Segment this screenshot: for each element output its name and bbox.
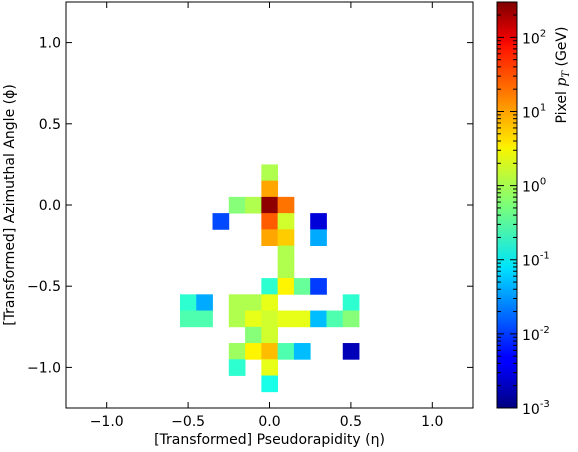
heatmap-cell <box>179 310 197 328</box>
heatmap-cell <box>245 310 262 328</box>
heatmap-cell <box>228 196 246 214</box>
heatmap-cell <box>179 294 197 311</box>
heatmap-cell <box>212 213 230 230</box>
heatmap-cell <box>261 326 279 344</box>
x-tick-label: −0.5 <box>171 414 205 430</box>
heatmap-cell <box>277 229 295 246</box>
heatmap-cell <box>342 294 360 311</box>
heatmap-cell <box>277 310 295 328</box>
y-tick-label: 0.5 <box>39 117 61 133</box>
heatmap-cell <box>342 310 360 328</box>
heatmap-cell <box>277 245 295 263</box>
heatmap-cell <box>261 229 279 246</box>
x-tick-label: −1.0 <box>90 414 124 430</box>
colorbar-tick-label: 10-3 <box>522 399 550 418</box>
x-tick-label: 1.0 <box>421 414 443 430</box>
y-axis: 1.0 0.5 0.0 −0.5 −1.0 <box>27 36 473 376</box>
heatmap-cell <box>228 310 246 328</box>
heatmap-cell <box>277 278 295 295</box>
heatmap-cell <box>261 359 279 376</box>
heatmap-cell <box>245 326 262 344</box>
heatmap-cell <box>261 164 279 182</box>
heatmap-cell <box>326 310 344 328</box>
colorbar-gradient <box>496 1 518 409</box>
heatmap-cell <box>228 359 246 376</box>
y-tick-label: 0.0 <box>39 198 61 214</box>
heatmap-cell <box>342 343 360 360</box>
heatmap-cell <box>261 180 279 198</box>
heatmap-cell <box>261 196 279 214</box>
heatmap-cell <box>277 261 295 279</box>
heatmap-cell <box>277 343 295 360</box>
heatmap-cell <box>310 229 327 246</box>
colorbar-tick-label: 100 <box>522 177 546 196</box>
heatmap-cell <box>228 294 246 311</box>
heatmap-cell <box>293 278 311 295</box>
heatmap-cell <box>228 343 246 360</box>
y-tick-label: −0.5 <box>27 279 61 295</box>
heatmap-cell <box>261 278 279 295</box>
heatmap-cell <box>310 310 327 328</box>
colorbar: 10-3 10-2 10-1 100 101 102 Pixel pT (GeV) <box>496 1 572 418</box>
heatmap-cell <box>277 213 295 230</box>
heatmap-cell <box>310 278 327 295</box>
heatmap-cell <box>245 196 262 214</box>
heatmap-cell <box>245 343 262 360</box>
colorbar-ticks: 10-3 10-2 10-1 100 101 102 <box>497 14 550 418</box>
colorbar-tick-label: 101 <box>522 102 546 121</box>
heatmap-cell <box>293 310 311 328</box>
colorbar-tick-label: 10-2 <box>522 325 550 344</box>
y-tick-label: −1.0 <box>27 360 61 376</box>
x-axis-label: [Transformed] Pseudorapidity (η) <box>154 432 385 448</box>
colorbar-tick-label: 102 <box>522 28 546 47</box>
heatmap-cell <box>261 294 279 311</box>
y-tick-label: 1.0 <box>39 36 61 52</box>
heatmap-cell <box>196 294 213 311</box>
heatmap-cell <box>277 196 295 214</box>
colorbar-label: Pixel pT (GeV) <box>554 27 572 124</box>
heatmap-cell <box>196 310 213 328</box>
x-tick-label: 0.5 <box>340 414 362 430</box>
y-axis-label: [Transformed] Azimuthal Angle (ϕ) <box>2 84 18 326</box>
heatmap-cell <box>293 343 311 360</box>
colorbar-tick-label: 10-1 <box>522 251 550 270</box>
heatmap-cell <box>310 213 327 230</box>
heatmap-cell <box>261 213 279 230</box>
x-tick-label: 0.0 <box>258 414 280 430</box>
heatmap-cell <box>261 310 279 328</box>
x-axis: −1.0 −0.5 0.0 0.5 1.0 <box>90 2 443 430</box>
heatmap-cell <box>245 294 262 311</box>
heatmap-cell <box>261 343 279 360</box>
heatmap-cells <box>179 164 360 393</box>
heatmap-cell <box>261 375 279 393</box>
